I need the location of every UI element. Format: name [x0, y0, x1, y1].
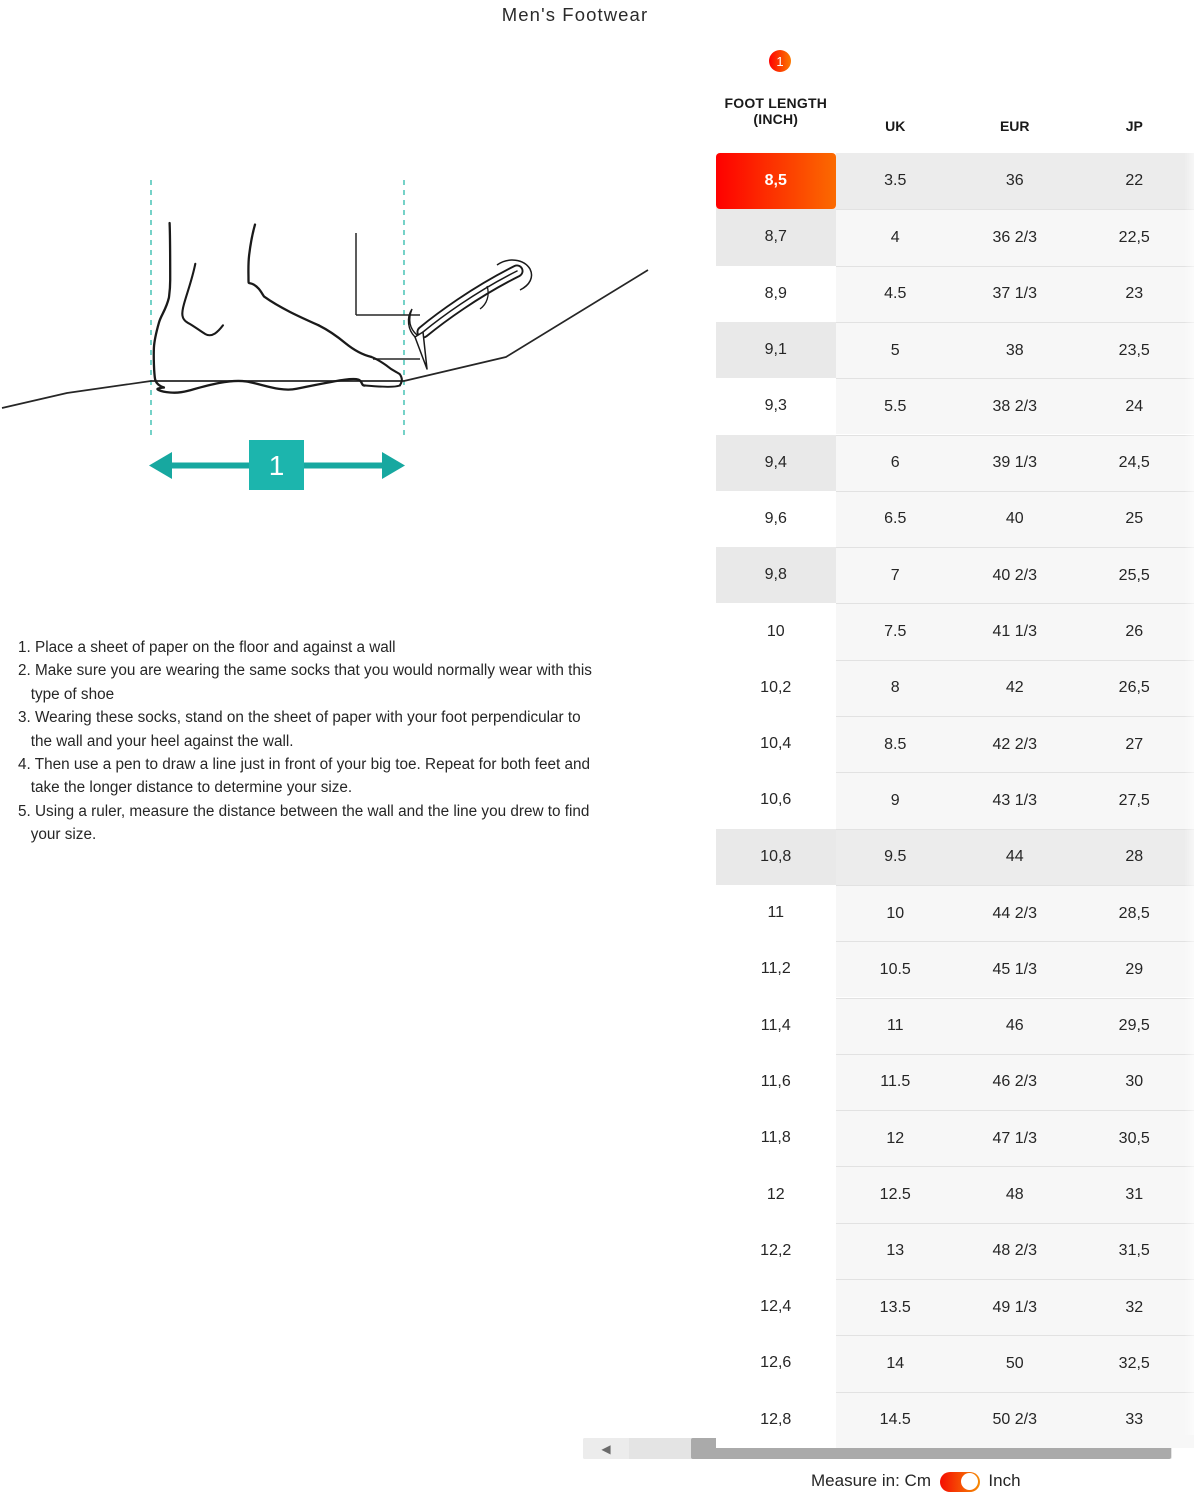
svg-text:1: 1: [776, 54, 783, 69]
svg-text:1: 1: [269, 450, 285, 481]
